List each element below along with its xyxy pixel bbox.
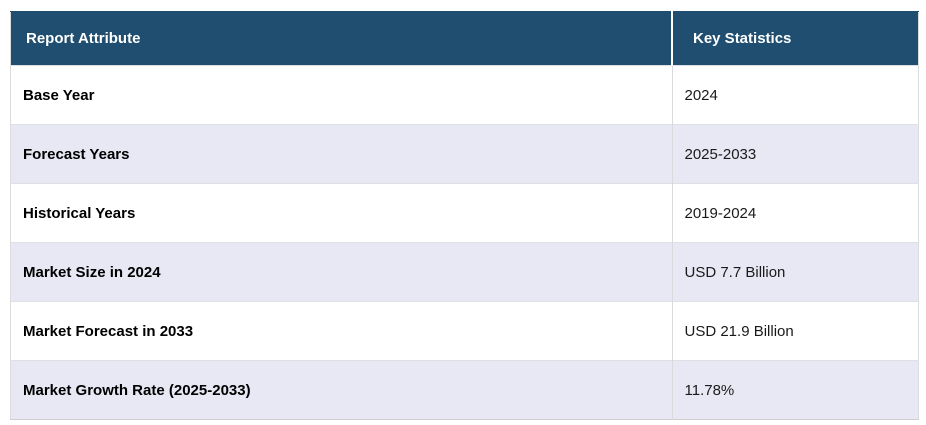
value-cell: 2025-2033 — [671, 124, 919, 184]
table-row-forecast-years: Forecast Years 2025-2033 — [10, 124, 919, 184]
value-cell: 2024 — [671, 65, 919, 125]
attribute-cell: Market Growth Rate (2025-2033) — [10, 360, 672, 420]
attribute-cell: Historical Years — [10, 183, 672, 243]
attribute-cell: Market Size in 2024 — [10, 242, 672, 302]
value-cell: USD 21.9 Billion — [671, 301, 919, 361]
table-row-market-size: Market Size in 2024 USD 7.7 Billion — [10, 242, 919, 302]
table-row-market-growth-rate: Market Growth Rate (2025-2033) 11.78% — [10, 360, 919, 420]
table-row-historical-years: Historical Years 2019-2024 — [10, 183, 919, 243]
report-summary-table-container: Report Attribute Key Statistics Base Yea… — [10, 11, 919, 420]
report-summary-table: Report Attribute Key Statistics Base Yea… — [10, 11, 919, 420]
value-cell: 2019-2024 — [671, 183, 919, 243]
table-row-market-forecast: Market Forecast in 2033 USD 21.9 Billion — [10, 301, 919, 361]
value-cell: 11.78% — [671, 360, 919, 420]
column-header-key-statistics: Key Statistics — [671, 11, 919, 66]
attribute-cell: Forecast Years — [10, 124, 672, 184]
table-header-row: Report Attribute Key Statistics — [10, 11, 919, 66]
attribute-cell: Base Year — [10, 65, 672, 125]
column-header-report-attribute: Report Attribute — [10, 11, 672, 66]
attribute-cell: Market Forecast in 2033 — [10, 301, 672, 361]
value-cell: USD 7.7 Billion — [671, 242, 919, 302]
table-row-base-year: Base Year 2024 — [10, 65, 919, 125]
